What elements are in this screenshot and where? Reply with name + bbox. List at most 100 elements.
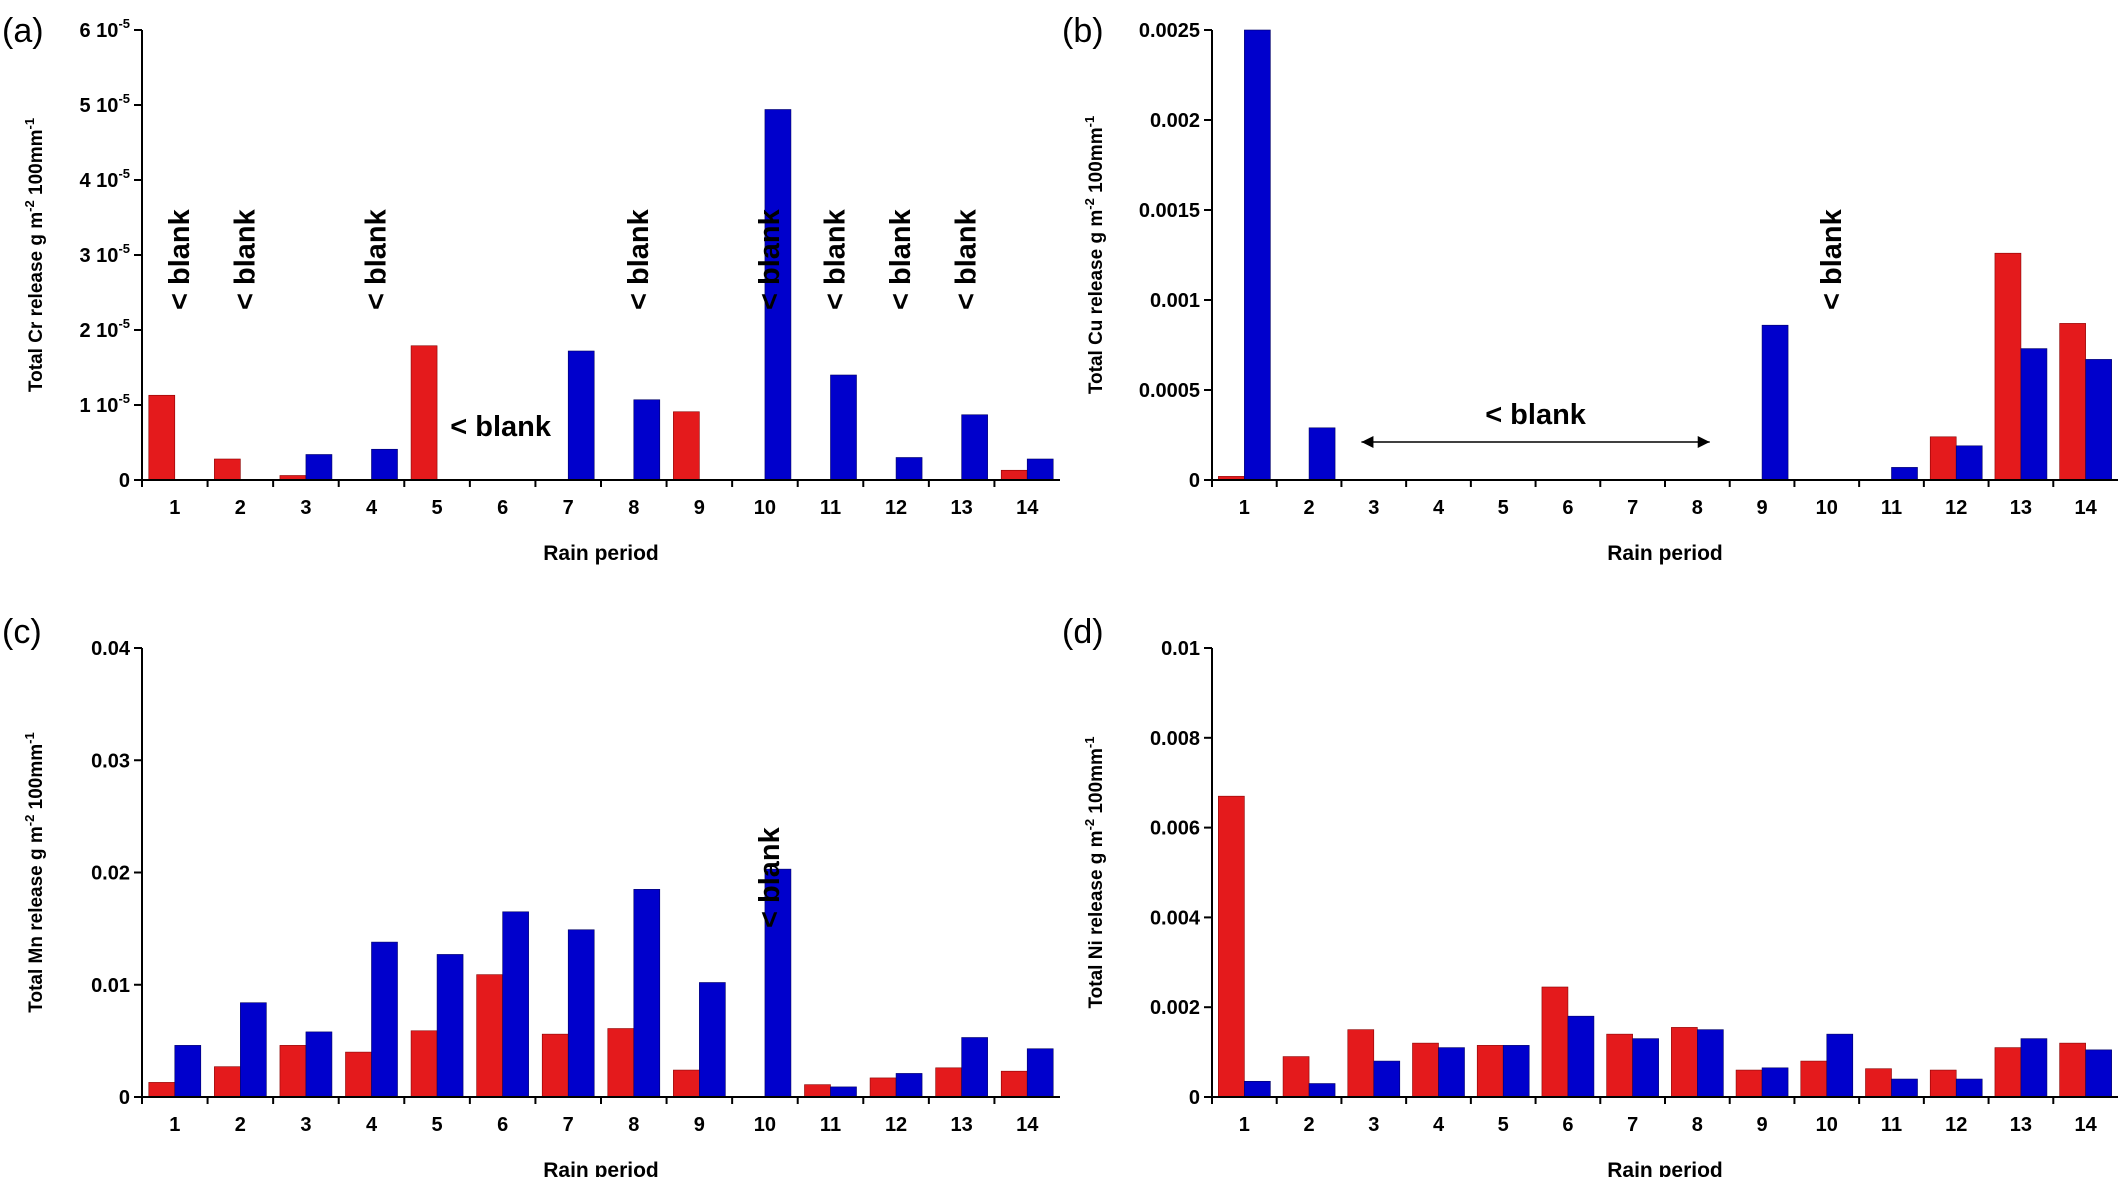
x-axis-label: Rain period xyxy=(1607,542,1723,565)
y-tick-label: 0.004 xyxy=(1150,907,1201,929)
bar-red-13 xyxy=(1994,252,2022,481)
bar-blue-3 xyxy=(305,1031,333,1098)
x-axis-label: Rain period xyxy=(543,1159,659,1177)
bar-red-10 xyxy=(1800,1060,1828,1098)
bar-blue-6 xyxy=(502,911,529,1098)
x-tick-label: 5 xyxy=(432,1114,443,1136)
bar-blue-14 xyxy=(1026,1048,1054,1098)
annotation-blank: < blank xyxy=(754,826,786,928)
x-tick-label: 4 xyxy=(366,497,378,519)
x-tick-label: 2 xyxy=(1304,497,1315,519)
x-tick-label: 13 xyxy=(951,1114,973,1136)
panel-label: (c) xyxy=(2,613,42,651)
bar-blue-10 xyxy=(764,109,792,481)
bar-blue-11 xyxy=(1891,1078,1918,1098)
annotation-blank: < blank xyxy=(623,208,655,310)
x-tick-label: 4 xyxy=(366,1114,378,1136)
bar-blue-10 xyxy=(764,868,792,1098)
bar-red-7 xyxy=(541,1033,569,1098)
y-tick-label: 0.0015 xyxy=(1139,200,1200,222)
bar-blue-5 xyxy=(1502,1045,1530,1098)
bar-blue-12 xyxy=(895,1073,923,1098)
x-axis-label: Rain period xyxy=(1607,1159,1723,1177)
bar-blue-14 xyxy=(2085,1049,2112,1098)
y-tick-label: 0 xyxy=(119,1087,130,1109)
annotation-blank: < blank xyxy=(361,208,393,310)
bar-red-2 xyxy=(214,1066,241,1098)
y-axis-label: Total Ni release g m-2 100mm-1 xyxy=(1082,736,1107,1008)
x-tick-label: 14 xyxy=(1016,497,1039,519)
x-tick-label: 9 xyxy=(694,1114,705,1136)
y-tick-label: 0.01 xyxy=(1161,638,1200,660)
x-tick-label: 10 xyxy=(1816,1114,1838,1136)
bar-blue-4 xyxy=(371,941,398,1098)
x-tick-label: 6 xyxy=(1562,1114,1573,1136)
bar-blue-8 xyxy=(633,399,661,481)
y-tick-label: 5 10-5 xyxy=(80,91,131,117)
bar-blue-10 xyxy=(1826,1033,1854,1098)
x-tick-label: 6 xyxy=(497,1114,508,1136)
y-tick-label: 0 xyxy=(119,470,130,492)
x-axis-label: Rain period xyxy=(543,542,659,565)
x-tick-label: 7 xyxy=(563,497,574,519)
x-tick-label: 1 xyxy=(169,1114,180,1136)
bar-blue-3 xyxy=(305,454,333,481)
x-tick-label: 12 xyxy=(885,497,907,519)
y-axis-label: Total Cr release g m-2 100mm-1 xyxy=(22,118,47,392)
bar-red-3 xyxy=(1347,1029,1375,1098)
bar-blue-13 xyxy=(961,414,988,481)
bar-blue-11 xyxy=(1891,467,1918,481)
bar-blue-2 xyxy=(240,1002,267,1098)
bar-red-1 xyxy=(1218,795,1245,1098)
bar-blue-9 xyxy=(1761,1067,1789,1098)
x-tick-label: 9 xyxy=(694,497,705,519)
annotation-blank: < blank xyxy=(164,208,196,310)
bar-red-5 xyxy=(1476,1045,1504,1098)
x-tick-label: 9 xyxy=(1757,497,1768,519)
x-tick-label: 6 xyxy=(497,497,508,519)
annotation-blank: < blank xyxy=(754,208,786,310)
annotation-blank: < blank xyxy=(885,208,917,310)
bar-red-2 xyxy=(214,458,241,481)
bar-red-5 xyxy=(410,345,438,481)
annotation-arrow-right xyxy=(1697,436,1710,448)
annotation-arrow-left xyxy=(1361,436,1374,448)
bar-blue-11 xyxy=(830,1086,857,1098)
chart-panel-1: (a) 0 1 10-5 2 10-5 3 10-5 4 10-5 5 10-5 6 10-5… xyxy=(2,12,1060,565)
annotation-blank: < blank xyxy=(1485,399,1587,431)
x-tick-label: 10 xyxy=(754,1114,776,1136)
bar-blue-1 xyxy=(174,1045,202,1098)
bar-blue-9 xyxy=(699,982,726,1098)
bar-blue-13 xyxy=(961,1037,988,1098)
bar-red-4 xyxy=(345,1051,372,1098)
bar-red-6 xyxy=(1541,986,1569,1098)
x-tick-label: 2 xyxy=(1304,1114,1315,1136)
bar-red-14 xyxy=(1000,1070,1028,1098)
bar-red-2 xyxy=(1282,1056,1310,1098)
bar-red-11 xyxy=(1865,1068,1892,1098)
x-tick-label: 14 xyxy=(1016,1114,1039,1136)
bar-blue-7 xyxy=(567,350,595,481)
y-tick-label: 0.02 xyxy=(91,863,130,885)
x-tick-label: 10 xyxy=(1816,497,1838,519)
y-tick-label: 0.002 xyxy=(1150,997,1200,1019)
panel-label: (d) xyxy=(1062,613,1104,651)
bar-blue-3 xyxy=(1373,1060,1401,1098)
panel-label: (a) xyxy=(2,12,44,50)
bar-red-4 xyxy=(1412,1042,1439,1098)
bar-red-13 xyxy=(1994,1047,2022,1098)
x-tick-label: 12 xyxy=(885,1114,907,1136)
x-tick-label: 6 xyxy=(1562,497,1573,519)
bar-blue-1 xyxy=(1244,29,1271,481)
bar-blue-7 xyxy=(567,929,595,1098)
bar-red-1 xyxy=(148,1082,176,1098)
x-tick-label: 8 xyxy=(1692,497,1703,519)
bar-blue-14 xyxy=(1026,458,1054,481)
bar-blue-4 xyxy=(1438,1047,1465,1098)
x-tick-label: 11 xyxy=(1881,497,1902,519)
x-tick-label: 14 xyxy=(2075,497,2098,519)
bar-red-13 xyxy=(935,1067,962,1098)
bar-blue-11 xyxy=(830,374,857,481)
y-tick-label: 0.001 xyxy=(1150,290,1200,312)
y-tick-label: 0 xyxy=(1189,470,1200,492)
